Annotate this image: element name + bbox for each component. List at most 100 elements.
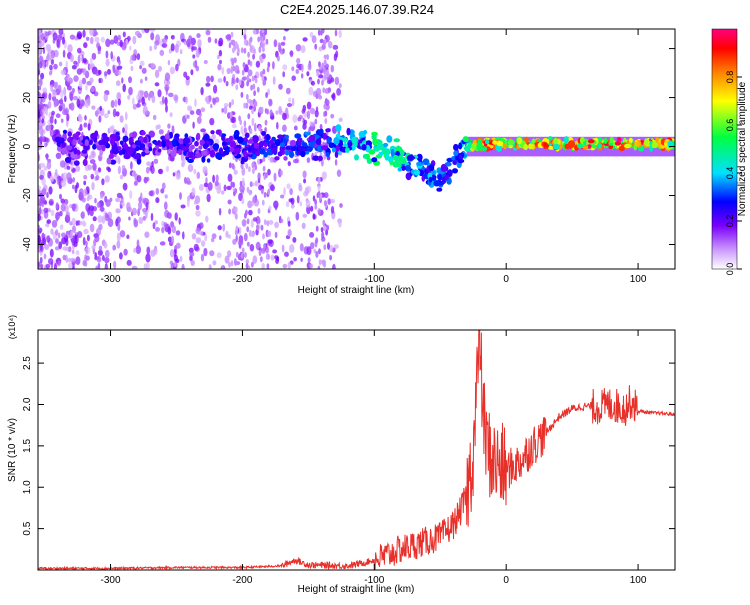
trace-mark [201, 150, 208, 156]
trace-mark [331, 147, 336, 152]
noise-mark [247, 59, 251, 66]
trace-mark [428, 164, 435, 172]
noise-mark [333, 244, 339, 250]
spectrogram-ylabel: Frequency (Hz) [7, 115, 18, 184]
noise-mark [46, 235, 51, 243]
noise-mark [69, 91, 74, 101]
noise-mark [175, 172, 181, 180]
snr-panel: -300 -200 -100 0 100 0.5 1.0 1.5 2.0 2.5 Height … [7, 315, 676, 595]
noise-mark [329, 244, 334, 253]
noise-mark [308, 263, 314, 269]
noise-mark [312, 213, 316, 220]
noise-mark [228, 42, 232, 49]
trace-mark [244, 132, 250, 139]
trace-mark [361, 144, 367, 151]
trace-mark [92, 143, 97, 150]
noise-mark [148, 190, 154, 197]
noise-mark [77, 231, 83, 238]
trace-mark [229, 146, 235, 153]
noise-mark [267, 88, 270, 96]
noise-mark [227, 199, 232, 205]
noise-mark [302, 170, 307, 179]
noise-mark [314, 43, 318, 50]
noise-mark [208, 264, 212, 269]
noise-mark [60, 89, 64, 99]
noise-mark [83, 57, 87, 64]
trace-mark [346, 127, 351, 136]
noise-mark [322, 260, 326, 267]
trace-mark [230, 141, 237, 149]
noise-mark [130, 65, 134, 72]
trace-mark [362, 154, 368, 159]
noise-mark [228, 261, 231, 268]
trace-mark [334, 151, 339, 159]
trace-mark [477, 138, 482, 145]
noise-mark [310, 80, 315, 86]
noise-mark [233, 169, 238, 175]
noise-mark [175, 230, 181, 236]
noise-mark [42, 87, 48, 93]
noise-mark [133, 49, 138, 56]
trace-mark [582, 145, 589, 150]
noise-mark [256, 86, 260, 93]
trace-mark [453, 150, 459, 156]
noise-mark [72, 177, 75, 183]
noise-mark [225, 81, 229, 87]
snr-frame [37, 329, 676, 571]
noise-mark [306, 246, 312, 256]
y-tick-label: 40 [22, 43, 33, 55]
noise-mark [117, 34, 121, 41]
noise-mark [321, 231, 325, 239]
noise-mark [313, 248, 317, 254]
noise-mark [119, 115, 124, 123]
noise-mark [319, 123, 323, 130]
noise-mark [272, 249, 277, 254]
noise-mark [54, 263, 57, 269]
noise-mark [164, 194, 168, 199]
noise-mark [204, 96, 210, 103]
x-tick-label: -200 [232, 575, 252, 586]
noise-mark [195, 210, 201, 217]
noise-mark [289, 244, 295, 253]
noise-mark [334, 29, 338, 37]
noise-mark [292, 159, 299, 164]
trace-mark [179, 143, 184, 148]
noise-mark [40, 195, 46, 203]
noise-mark [292, 114, 298, 123]
noise-mark [149, 29, 156, 32]
noise-mark [278, 83, 283, 90]
noise-mark [89, 77, 94, 84]
noise-mark [70, 257, 76, 263]
noise-mark [296, 57, 301, 65]
noise-mark [59, 160, 66, 168]
noise-mark [76, 182, 79, 189]
noise-mark [243, 127, 247, 134]
noise-mark [189, 251, 195, 257]
noise-mark [246, 74, 250, 81]
noise-mark [159, 241, 166, 246]
noise-mark [85, 246, 91, 255]
noise-mark [168, 212, 172, 219]
noise-mark [167, 123, 171, 129]
trace-mark [83, 144, 90, 151]
noise-mark [283, 187, 286, 196]
noise-mark [230, 31, 234, 38]
noise-mark [166, 80, 171, 85]
noise-mark [170, 43, 175, 52]
noise-mark [259, 54, 262, 61]
noise-mark [212, 174, 216, 183]
noise-mark [275, 110, 279, 115]
noise-mark [44, 142, 48, 148]
trace-mark [304, 150, 310, 155]
noise-mark [143, 90, 149, 99]
noise-mark [322, 39, 326, 46]
trace-mark [433, 180, 441, 187]
noise-mark [52, 90, 57, 98]
noise-mark [145, 166, 150, 174]
noise-mark [48, 186, 53, 195]
noise-mark [234, 64, 240, 74]
noise-mark [205, 82, 211, 87]
noise-mark [206, 193, 211, 203]
noise-mark [205, 29, 211, 36]
